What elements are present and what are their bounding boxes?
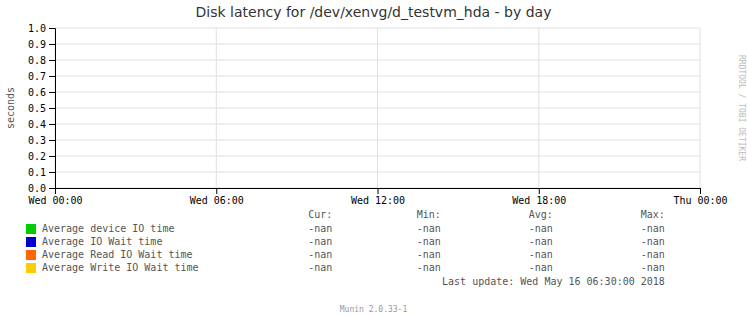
- legend-label: Average Write IO Wait time: [42, 262, 199, 273]
- legend-label: Average Read IO Wait time: [42, 249, 193, 260]
- tick-mark: [216, 188, 217, 194]
- table-value: -nan: [308, 236, 332, 247]
- tick-mark: [378, 188, 379, 194]
- tick-mark: [49, 28, 55, 29]
- table-value: -nan: [529, 249, 553, 260]
- tick-label: 0.7: [28, 71, 46, 82]
- tick-mark: [49, 44, 55, 45]
- plot: Wed 00:00 Wed 06:00 Wed 12:00 Wed 18:00 Thu …: [28, 23, 728, 206]
- tick-mark: [49, 76, 55, 77]
- tick-mark: [539, 188, 540, 194]
- tick: Wed 06:00: [190, 188, 244, 206]
- legend-label: Average IO Wait time: [42, 236, 162, 247]
- table-value: -nan: [308, 249, 332, 260]
- tick-label: 0.8: [28, 55, 46, 66]
- legend-swatch: [26, 224, 36, 234]
- tick: 0.7: [28, 71, 55, 82]
- tick: Wed 12:00: [351, 188, 405, 206]
- table-value: -nan: [308, 223, 332, 234]
- table-value: -nan: [417, 249, 441, 260]
- tick: 0.3: [28, 135, 55, 146]
- tick-label: 1.0: [28, 23, 46, 34]
- table-value: -nan: [641, 236, 665, 247]
- tick: Wed 18:00: [512, 188, 566, 206]
- axis-line: [49, 29, 56, 189]
- axis-line: [56, 189, 701, 195]
- legend-swatch: [26, 263, 36, 273]
- table-header: Min:: [417, 209, 441, 220]
- tick-mark: [49, 156, 55, 157]
- grid-line: [216, 28, 217, 188]
- tick-mark: [49, 140, 55, 141]
- tick-label: Wed 18:00: [512, 195, 566, 206]
- legend-swatch: [26, 250, 36, 260]
- tick: 0.9: [28, 39, 55, 50]
- tick-mark: [49, 60, 55, 61]
- table-value: -nan: [641, 249, 665, 260]
- tick-label: 0.3: [28, 135, 46, 146]
- annotation: RRDTOOL / TOBI OETIKER: [737, 55, 746, 161]
- tick: 0.1: [28, 167, 55, 178]
- tick-label: Wed 00:00: [28, 195, 82, 206]
- y-axis: 0.0 0.1 0.2 0.3 0.4 0.5 0.6 0.7 0.8 0.9 1.0: [28, 23, 56, 194]
- table-value: -nan: [641, 262, 665, 273]
- tick-label: 0.1: [28, 167, 46, 178]
- table-value: -nan: [308, 262, 332, 273]
- tick-mark: [49, 188, 55, 189]
- y-axis-title: seconds: [5, 87, 16, 129]
- title: Disk latency for /dev/xenvg/d_testvm_hda…: [196, 4, 552, 20]
- tick-label: Thu 00:00: [673, 195, 727, 206]
- tick: Thu 00:00: [673, 188, 727, 206]
- annotation: Last update: Wed May 16 06:30:00 2018: [442, 276, 665, 287]
- table-header: Max:: [641, 209, 665, 220]
- tick-label: Wed 12:00: [351, 195, 405, 206]
- chart: Disk latency for /dev/xenvg/d_testvm_hda…: [0, 0, 747, 316]
- tick-label: Wed 06:00: [190, 195, 244, 206]
- tick: 1.0: [28, 23, 55, 34]
- tick-label: 0.9: [28, 39, 46, 50]
- table-value: -nan: [417, 236, 441, 247]
- tick-mark: [700, 188, 701, 194]
- table-value: -nan: [529, 236, 553, 247]
- grid-line: [377, 28, 378, 188]
- tick-mark: [49, 124, 55, 125]
- tick: 0.0: [28, 183, 55, 194]
- table-value: -nan: [529, 223, 553, 234]
- annotation: Munin 2.0.33-1: [340, 305, 408, 314]
- table-value: -nan: [641, 223, 665, 234]
- tick-label: 0.4: [28, 119, 46, 130]
- grid-line: [700, 28, 701, 188]
- tick-mark: [49, 172, 55, 173]
- tick-label: 0.2: [28, 151, 46, 162]
- legend-label: Average device IO time: [42, 223, 174, 234]
- tick-label: 0.5: [28, 103, 46, 114]
- tick: 0.2: [28, 151, 55, 162]
- tick: 0.4: [28, 119, 55, 130]
- legend-swatch: [26, 237, 36, 247]
- table-value: -nan: [529, 262, 553, 273]
- tick: 0.8: [28, 55, 55, 66]
- tick-mark: [49, 108, 55, 109]
- table-header: Cur:: [308, 209, 332, 220]
- table-header: Avg:: [529, 209, 553, 220]
- table-value: -nan: [417, 223, 441, 234]
- grid-line: [538, 28, 539, 188]
- legend: Cur: Min: Avg: Max: Average device IO time -n…: [26, 209, 665, 273]
- tick: 0.6: [28, 87, 55, 98]
- tick-mark: [49, 92, 55, 93]
- x-axis: Wed 00:00 Wed 06:00 Wed 12:00 Wed 18:00 Thu …: [28, 188, 727, 206]
- tick-label: 0.0: [28, 183, 46, 194]
- table-value: -nan: [417, 262, 441, 273]
- tick-label: 0.6: [28, 87, 46, 98]
- grid: [55, 28, 700, 188]
- tick: 0.5: [28, 103, 55, 114]
